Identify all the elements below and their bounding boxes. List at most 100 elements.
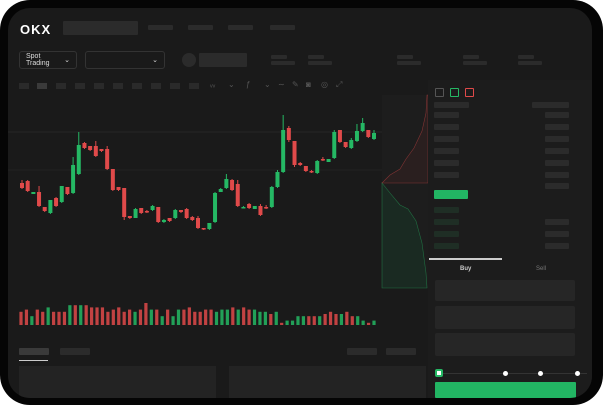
total-input[interactable] bbox=[435, 333, 575, 356]
price-input[interactable] bbox=[435, 280, 575, 301]
amount-slider-handle[interactable] bbox=[435, 369, 443, 377]
candle-body bbox=[320, 159, 325, 161]
tab-open-orders[interactable] bbox=[19, 348, 49, 355]
volume-bar bbox=[176, 309, 181, 325]
volume-bar bbox=[73, 305, 77, 325]
volume-bar bbox=[95, 307, 99, 325]
buy-button[interactable] bbox=[435, 382, 576, 398]
nav-item[interactable] bbox=[228, 25, 253, 30]
stat-value bbox=[518, 61, 542, 65]
volume-bar bbox=[30, 316, 34, 325]
volume-bar bbox=[166, 309, 170, 325]
volume-bar bbox=[209, 309, 213, 325]
ask-amount bbox=[545, 172, 569, 178]
bid-amount bbox=[545, 243, 569, 249]
volume-bar bbox=[193, 311, 197, 325]
search-bar[interactable] bbox=[63, 21, 138, 35]
chevron-down-icon[interactable]: ⌄ bbox=[228, 80, 235, 89]
candle-body bbox=[71, 165, 76, 193]
candle-body bbox=[99, 149, 104, 151]
price-placeholder bbox=[199, 53, 247, 67]
timeframe-button[interactable] bbox=[151, 83, 161, 89]
volume-bar bbox=[356, 316, 360, 325]
camera-icon[interactable]: ◙ bbox=[306, 80, 311, 89]
volume-bar bbox=[372, 320, 376, 325]
volume-bar bbox=[182, 309, 186, 325]
tab-order-history[interactable] bbox=[60, 348, 90, 355]
ask-price bbox=[434, 148, 459, 154]
bid-price bbox=[434, 231, 459, 237]
candle-body bbox=[360, 123, 365, 131]
volume-bar bbox=[258, 311, 262, 325]
filter-button[interactable] bbox=[347, 348, 377, 355]
candle-body bbox=[372, 133, 376, 139]
chevron-down-icon: ⌄ bbox=[152, 57, 158, 64]
candle-body bbox=[218, 189, 223, 192]
volume-bar bbox=[41, 311, 45, 325]
stat-label bbox=[308, 55, 324, 59]
settings-icon[interactable]: ◎ bbox=[321, 80, 328, 89]
pencil-icon[interactable]: ✎ bbox=[292, 80, 299, 89]
volume-bar bbox=[106, 311, 110, 325]
candle-type-icon[interactable]: ᵥᵥ bbox=[210, 80, 216, 89]
both-sides-icon[interactable] bbox=[435, 88, 444, 97]
candle-body bbox=[326, 159, 331, 162]
candle-body bbox=[241, 207, 246, 209]
nav-item[interactable] bbox=[148, 25, 173, 30]
volume-bar bbox=[90, 307, 94, 325]
candle-body bbox=[25, 181, 30, 191]
stat-value bbox=[463, 61, 487, 65]
timeframe-button[interactable] bbox=[75, 83, 85, 89]
candle-body bbox=[59, 186, 64, 202]
volume-bar bbox=[68, 305, 72, 325]
amount-input[interactable] bbox=[435, 306, 575, 329]
trading-mode-select[interactable]: Spot Trading ⌄ bbox=[19, 51, 77, 69]
timeframe-button[interactable] bbox=[170, 83, 180, 89]
candle-body bbox=[150, 206, 155, 210]
nav-item[interactable] bbox=[188, 25, 213, 30]
timeframe-button[interactable] bbox=[94, 83, 104, 89]
candle-body bbox=[173, 210, 178, 218]
timeframe-button[interactable] bbox=[132, 83, 142, 89]
indicator-icon[interactable]: ƒ bbox=[246, 80, 251, 89]
timeframe-button[interactable] bbox=[189, 83, 199, 89]
tab-buy[interactable]: Buy bbox=[460, 266, 472, 272]
asks-only-icon[interactable] bbox=[465, 88, 474, 97]
stat-label bbox=[397, 55, 413, 59]
slider-step-75[interactable] bbox=[575, 371, 580, 376]
volume-bar bbox=[204, 309, 208, 325]
candle-body bbox=[167, 218, 172, 221]
bid-price bbox=[434, 207, 459, 213]
candle-body bbox=[116, 187, 121, 190]
volume-bar bbox=[117, 307, 121, 325]
candlestick-chart[interactable] bbox=[8, 93, 428, 353]
tab-sell[interactable]: Sell bbox=[536, 266, 547, 272]
fullscreen-icon[interactable]: ⤢ bbox=[336, 80, 343, 89]
bid-amount bbox=[545, 219, 569, 225]
chevron-down-icon[interactable]: ⌄ bbox=[264, 80, 271, 89]
pair-select[interactable]: ⌄ bbox=[85, 51, 165, 69]
bids-only-icon[interactable] bbox=[450, 88, 459, 97]
slider-step-50[interactable] bbox=[538, 371, 543, 376]
stat-label bbox=[463, 55, 479, 59]
volume-bar bbox=[214, 311, 219, 325]
timeframe-button[interactable] bbox=[113, 83, 123, 89]
timeframe-button[interactable] bbox=[37, 83, 47, 89]
line-tool-icon[interactable]: ∼ bbox=[278, 80, 285, 89]
timeframe-button[interactable] bbox=[19, 83, 29, 89]
candle-body bbox=[88, 146, 93, 150]
amount-slider-track[interactable] bbox=[440, 373, 587, 374]
candle-body bbox=[139, 208, 144, 213]
volume-bar bbox=[187, 307, 191, 325]
candle-body bbox=[76, 145, 81, 174]
okx-logo: OKX bbox=[20, 22, 52, 37]
ask-price bbox=[434, 160, 459, 166]
nav-item[interactable] bbox=[270, 25, 295, 30]
timeframe-button[interactable] bbox=[56, 83, 66, 89]
filter-button[interactable] bbox=[386, 348, 416, 355]
candle-body bbox=[93, 146, 98, 156]
volume-bar bbox=[269, 314, 273, 325]
ask-amount bbox=[545, 148, 569, 154]
slider-step-25[interactable] bbox=[503, 371, 508, 376]
